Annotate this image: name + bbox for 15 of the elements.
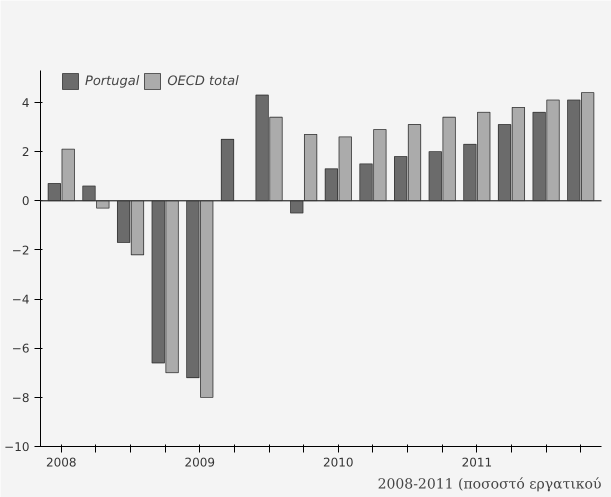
legend-label: OECD total bbox=[167, 74, 239, 88]
y-tick-label: 2 bbox=[22, 145, 30, 160]
y-tick-label: −6 bbox=[12, 342, 30, 356]
y-tick-label: −10 bbox=[4, 440, 30, 454]
x-tick-label: 2008 bbox=[46, 456, 77, 470]
x-tick-label: 2009 bbox=[184, 456, 216, 470]
y-tick-label: −8 bbox=[12, 390, 30, 405]
y-tick-label: −2 bbox=[12, 243, 30, 258]
x-tick-label: 2010 bbox=[323, 456, 354, 470]
y-tick-label: 4 bbox=[22, 96, 30, 110]
y-tick-label: −4 bbox=[12, 292, 30, 307]
text: 2008-2011 (ποσοστό εργατικού bbox=[378, 476, 602, 492]
x-tick-label: 2011 bbox=[462, 456, 492, 470]
legend-label: Portugal bbox=[85, 74, 140, 88]
y-tick-label: 0 bbox=[22, 194, 30, 208]
